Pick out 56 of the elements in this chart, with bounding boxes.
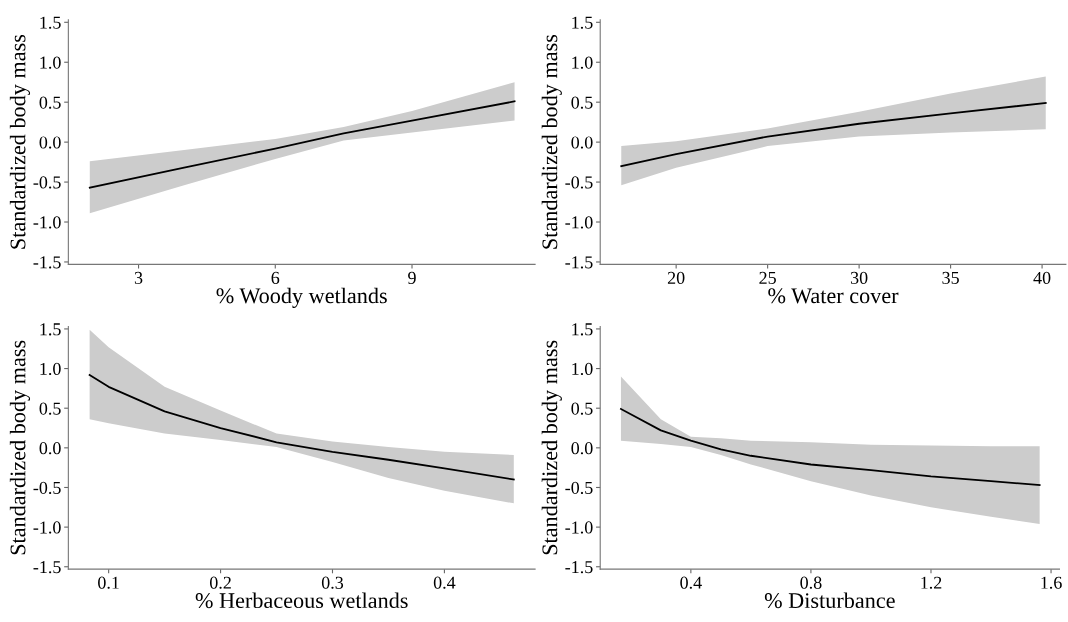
y-tick-label: 0.5 [571,402,593,415]
line-series [620,408,1041,487]
y-tick-label: -1.5 [565,561,593,574]
line-series [620,102,1047,167]
y-tick-label: -1.0 [33,216,61,229]
x-tick-label: 1.6 [1041,576,1062,589]
y-tick-label: 0.5 [39,96,61,109]
x-tick-label: 0.3 [321,576,344,589]
x-tick-label: 25 [759,271,776,284]
y-tick-label: -1.5 [33,561,61,574]
y-tick-label: -1.0 [33,521,61,534]
x-tick-label: 30 [850,271,868,284]
x-axis-title: % Water cover [768,288,899,304]
line-series [88,374,515,481]
x-tick-label: 0.4 [433,576,456,589]
x-tick-label: 40 [1033,271,1051,284]
y-tick-label: 1.5 [40,16,61,29]
y-tick-label: -0.5 [33,176,61,189]
y-tick-label: -1.0 [565,521,593,534]
y-tick-label: 1.5 [40,323,61,336]
y-tick-label: 1.0 [572,362,593,376]
y-tick-label: -0.5 [565,481,593,494]
x-tick-label: 1.2 [921,576,942,589]
x-tick-label: 0.4 [680,576,702,589]
y-axis-title: Standardized body mass [9,340,31,555]
y-tick-label: -0.5 [565,176,593,189]
x-tick-label: 0.8 [800,576,822,589]
x-axis-title: % Woody wetlands [216,287,387,308]
y-tick-label: 0.0 [571,136,593,149]
x-axis-title: % Herbaceous wetlands [195,592,408,609]
y-tick-label: 0.5 [571,96,593,109]
y-tick-label: 1.0 [572,56,593,69]
y-tick-label: 1.5 [572,16,593,29]
y-tick-label: -1.0 [565,216,593,229]
y-axis-title: Standardized body mass [541,34,562,249]
x-tick-label: 35 [942,271,959,284]
y-tick-label: 1.0 [40,56,61,69]
y-axis-title: Standardized body mass [541,340,562,555]
y-tick-label: -1.5 [565,256,593,269]
y-tick-label: -1.5 [33,256,61,269]
y-tick-label: 0.0 [571,442,593,455]
y-tick-label: 1.5 [572,323,593,336]
y-axis-title: Standardized body mass [9,34,31,249]
x-tick-label: 0.1 [98,576,119,589]
line-series [88,100,516,189]
y-tick-label: 0.5 [39,402,61,415]
x-tick-label: 20 [667,271,685,284]
x-axis-title: % Disturbance [764,592,895,609]
y-tick-label: 0.0 [39,136,61,149]
x-tick-label: 3 [134,271,143,284]
x-tick-label: 9 [408,271,416,284]
y-tick-label: 0.0 [39,442,61,455]
y-tick-label: -0.5 [33,481,61,494]
y-tick-label: 1.0 [40,362,61,376]
x-tick-label: 0.2 [209,576,231,589]
x-tick-label: 6 [271,271,280,284]
